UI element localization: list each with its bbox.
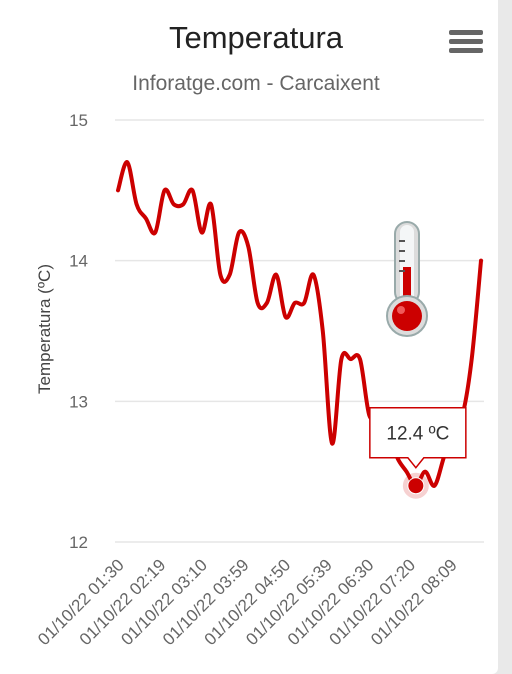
grid-lines bbox=[115, 119, 484, 543]
chart-card: Temperatura Inforatge.com - Carcaixent bbox=[0, 0, 498, 674]
tooltip-marker[interactable] bbox=[407, 477, 425, 495]
tooltip: 12.4 ºC bbox=[369, 406, 467, 499]
y-tick-label: 15 bbox=[69, 111, 88, 130]
chart-title: Temperatura bbox=[168, 20, 344, 55]
y-tick-label: 12 bbox=[69, 533, 88, 552]
y-tick-label: 13 bbox=[69, 392, 88, 411]
y-axis-label: Temperatura (ºC) bbox=[35, 264, 54, 394]
tooltip-text: 12.4 ºC bbox=[386, 424, 449, 445]
tooltip-box bbox=[369, 406, 467, 469]
y-axis-ticks: 12 13 14 15 bbox=[69, 111, 88, 552]
hamburger-menu-icon[interactable] bbox=[449, 30, 483, 60]
chart-subtitle: Inforatge.com - Carcaixent bbox=[132, 72, 380, 95]
y-tick-label: 14 bbox=[69, 252, 88, 271]
temperature-series-line bbox=[116, 160, 483, 488]
thermometer-icon bbox=[386, 221, 428, 337]
